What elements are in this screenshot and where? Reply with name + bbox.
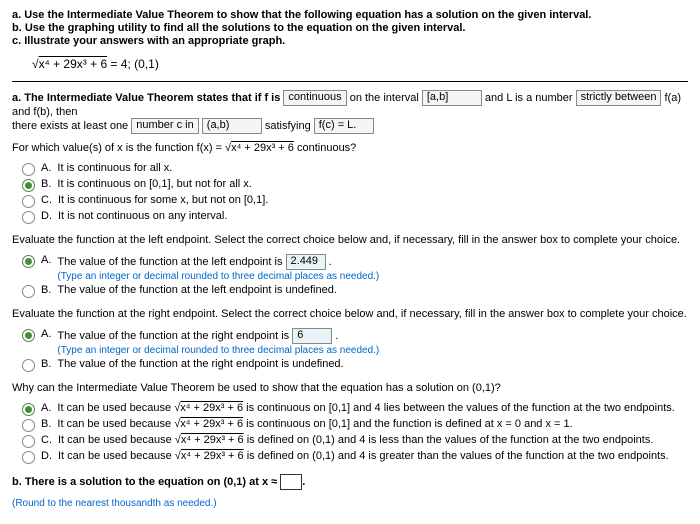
choice-right-a[interactable]: A.The value of the function at the right…	[12, 328, 688, 356]
left-endpoint-choices: A.The value of the function at the left …	[12, 254, 688, 298]
continuity-question: For which value(s) of x is the function …	[12, 142, 688, 154]
why-question: Why can the Intermediate Value Theorem b…	[12, 382, 688, 394]
part-b-hint: (Round to the nearest thousandth as need…	[12, 498, 688, 509]
choice-left-a[interactable]: A.The value of the function at the left …	[12, 254, 688, 282]
choice-cont-c[interactable]: C.It is continuous for some x, but not o…	[12, 194, 688, 208]
blank-fcl[interactable]: f(c) = L.	[314, 118, 374, 134]
header-a: a. Use the Intermediate Value Theorem to…	[12, 9, 688, 21]
left-endpoint-prompt: Evaluate the function at the left endpoi…	[12, 234, 688, 246]
right-endpoint-prompt: Evaluate the function at the right endpo…	[12, 308, 688, 320]
choice-why-d[interactable]: D.It can be used because √x⁴ + 29x³ + 6 …	[12, 450, 688, 464]
divider	[12, 81, 688, 82]
blank-interval[interactable]: [a,b]	[422, 90, 482, 106]
left-value-input[interactable]: 2.449	[286, 254, 326, 270]
blank-ab[interactable]: (a,b)	[202, 118, 262, 134]
right-value-input[interactable]: 6	[292, 328, 332, 344]
choice-why-c[interactable]: C.It can be used because √x⁴ + 29x³ + 6 …	[12, 434, 688, 448]
blank-continuous[interactable]: continuous	[283, 90, 346, 106]
choice-why-b[interactable]: B.It can be used because √x⁴ + 29x³ + 6 …	[12, 418, 688, 432]
equation-display: √x⁴ + 29x³ + 6 = 4; (0,1)	[12, 57, 688, 71]
header-b: b. Use the graphing utility to find all …	[12, 22, 688, 34]
continuity-choices: A.It is continuous for all x. B.It is co…	[12, 162, 688, 224]
choice-cont-b[interactable]: B.It is continuous on [0,1], but not for…	[12, 178, 688, 192]
blank-strictly[interactable]: strictly between	[576, 90, 662, 106]
part-b-text: b. There is a solution to the equation o…	[12, 474, 688, 490]
why-choices: A.It can be used because √x⁴ + 29x³ + 6 …	[12, 402, 688, 464]
header-c: c. Illustrate your answers with an appro…	[12, 35, 688, 47]
choice-right-b[interactable]: B.The value of the function at the right…	[12, 358, 688, 372]
solution-input[interactable]	[280, 474, 302, 490]
blank-numberc[interactable]: number c in	[131, 118, 198, 134]
choice-left-b[interactable]: B.The value of the function at the left …	[12, 284, 688, 298]
right-endpoint-choices: A.The value of the function at the right…	[12, 328, 688, 372]
problem-header: a. Use the Intermediate Value Theorem to…	[12, 9, 688, 47]
choice-cont-d[interactable]: D.It is not continuous on any interval.	[12, 210, 688, 224]
ivt-statement: a. The Intermediate Value Theorem states…	[12, 90, 688, 134]
choice-cont-a[interactable]: A.It is continuous for all x.	[12, 162, 688, 176]
choice-why-a[interactable]: A.It can be used because √x⁴ + 29x³ + 6 …	[12, 402, 688, 416]
